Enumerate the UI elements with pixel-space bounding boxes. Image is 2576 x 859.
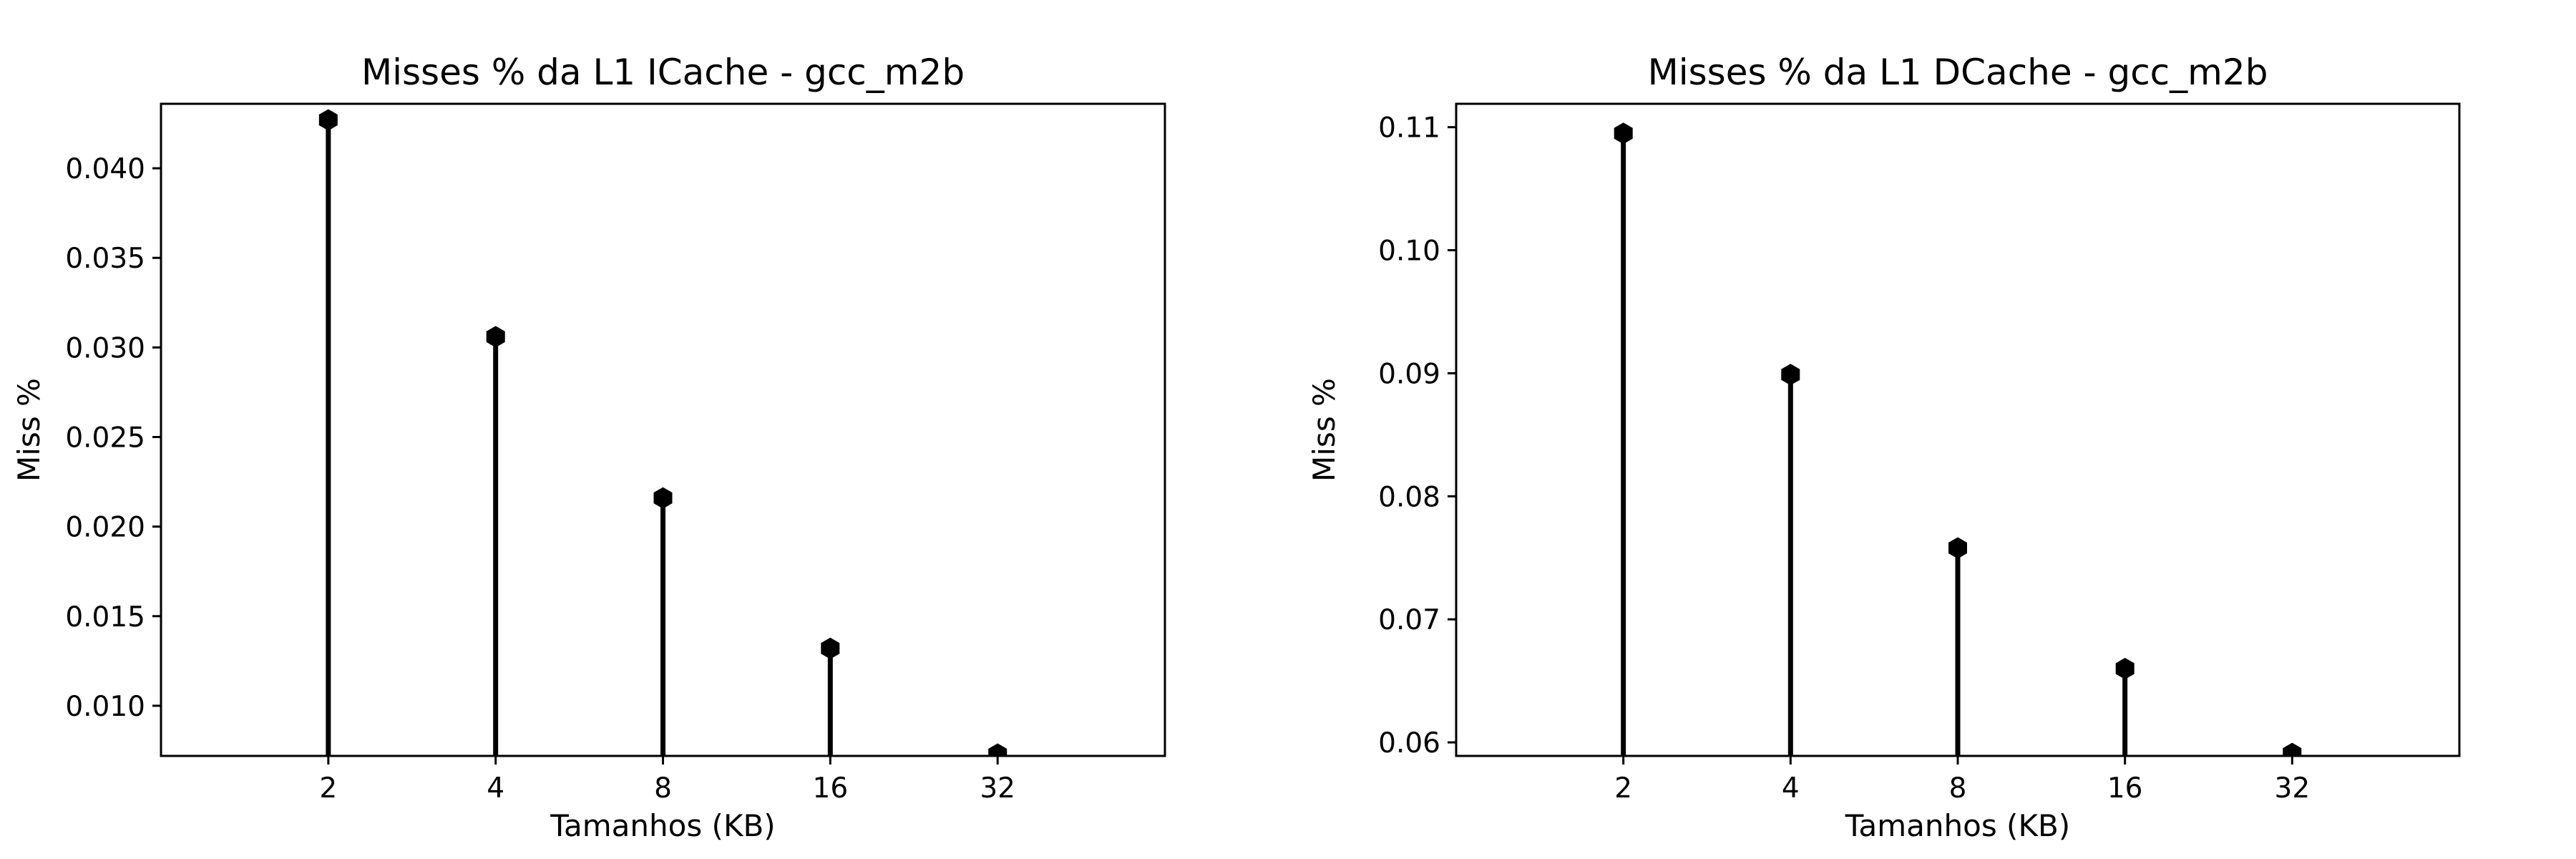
x-tick-label: 2 [1614,772,1632,805]
stem-marker [1948,537,1967,559]
x-tick-label: 16 [2107,772,2143,805]
tick-layer: 0.06 0.07 0.08 0.09 0.10 0.11 2 4 8 16 32 [1378,112,2310,805]
y-tick-label: 0.015 [65,601,145,634]
chart-icache: Misses % da L1 ICache - gcc_m2b Tamanhos… [11,52,1166,843]
x-axis-label: Tamanhos (KB) [1845,808,2070,843]
stem-layer [318,109,1008,756]
y-tick-label: 0.10 [1378,236,1440,268]
stem-marker [653,487,673,509]
stem-marker [2283,742,2302,756]
x-tick-label: 4 [1782,772,1800,805]
tick-layer: 0.010 0.015 0.020 0.025 0.030 0.035 0.040 2 4 8 16… [65,153,1015,805]
y-tick-label: 0.010 [65,691,145,723]
x-tick-label: 16 [813,772,849,805]
plot-frame [160,102,1166,757]
y-tick-label: 0.09 [1378,358,1440,390]
y-tick-label: 0.11 [1378,112,1440,145]
stem-marker [1781,364,1800,386]
x-tick-label: 8 [1949,772,1967,805]
stem-marker [486,326,505,348]
plot-frame [1455,102,2461,757]
y-tick-label: 0.06 [1378,727,1440,759]
stem-marker [988,743,1008,756]
x-tick-label: 32 [2275,772,2311,805]
y-tick-label: 0.035 [65,243,145,275]
y-axis-label: Miss % [1307,378,1342,482]
y-axis-label: Miss % [11,378,47,482]
y-tick-label: 0.020 [65,512,145,544]
stem-marker [318,109,338,131]
stem-marker [1614,122,1633,145]
chart-dcache: Misses % da L1 DCache - gcc_m2b Tamanhos… [1307,52,2461,843]
y-tick-label: 0.040 [65,153,145,185]
x-tick-label: 8 [654,772,672,805]
x-tick-label: 32 [980,772,1015,805]
chart-title: Misses % da L1 DCache - gcc_m2b [1648,52,2268,93]
y-tick-label: 0.030 [65,332,145,364]
x-tick-label: 4 [487,772,504,805]
y-tick-label: 0.025 [65,422,145,455]
x-axis-label: Tamanhos (KB) [550,808,775,843]
x-tick-label: 2 [319,772,337,805]
y-tick-label: 0.07 [1378,604,1440,636]
stem-marker [821,637,840,659]
y-tick-label: 0.08 [1378,481,1440,513]
stem-marker [2115,658,2135,679]
chart-title: Misses % da L1 ICache - gcc_m2b [361,52,965,93]
stem-layer [1614,122,2302,756]
